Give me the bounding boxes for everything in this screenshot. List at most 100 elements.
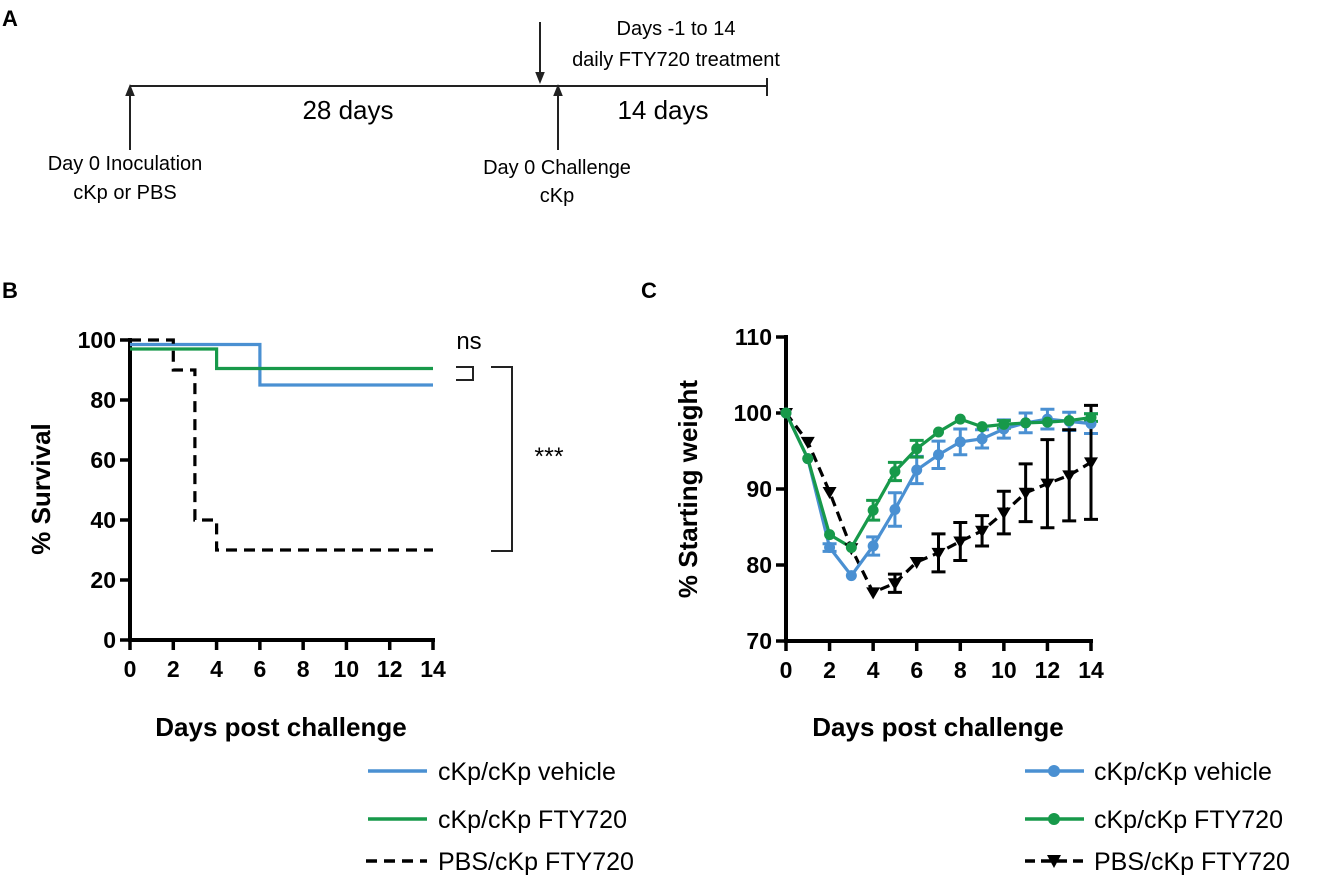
survival-y-tick-label: 100 (78, 327, 116, 353)
interval-28-days: 28 days (302, 95, 393, 125)
survival-y-tick-label: 60 (90, 447, 116, 473)
weight-point-vehicle (976, 433, 988, 445)
weight-point-fty720 (802, 453, 814, 465)
survival-legend: cKp/cKp vehicle cKp/cKp FTY720 PBS/cKp F… (366, 758, 634, 876)
weight-x-tick-label: 10 (991, 657, 1017, 683)
treatment-line-2: daily FTY720 treatment (572, 49, 780, 71)
panel-label-b: B (2, 278, 18, 303)
challenge-line-1: Day 0 Challenge (483, 157, 631, 179)
weight-y-tick-label: 80 (746, 552, 772, 578)
survival-x-tick-label: 0 (124, 656, 137, 682)
weight-legend: cKp/cKp vehicle cKp/cKp FTY720 PBS/cKp F… (1025, 758, 1290, 876)
weight-point-fty720 (1041, 416, 1053, 428)
survival-chart: B 0 20 40 60 80 100 0 2 4 6 8 10 12 14 ns *** Days po… (2, 278, 564, 742)
legend-b-label-fty: cKp/cKp FTY720 (438, 806, 627, 834)
inoculation-line-2: cKp or PBS (73, 182, 176, 204)
panel-label-c: C (641, 278, 657, 303)
panel-label-a: A (2, 6, 18, 31)
legend-c-label-pbs: PBS/cKp FTY720 (1094, 848, 1290, 876)
weight-point-vehicle (845, 570, 857, 582)
survival-y-axis-label: % Survival (26, 423, 56, 555)
weight-series (779, 403, 1098, 600)
weight-point-fty720 (1085, 412, 1097, 424)
legend-c-label-fty: cKp/cKp FTY720 (1094, 806, 1283, 834)
survival-x-tick-label: 10 (334, 656, 360, 682)
legend-c-marker-pbs (1047, 855, 1061, 868)
survival-curve-pbs (130, 338, 433, 552)
weight-point-vehicle (889, 504, 901, 516)
weight-x-tick-label: 2 (823, 657, 836, 683)
weight-point-fty720 (889, 466, 901, 478)
survival-x-tick-label: 4 (210, 656, 223, 682)
weight-point-fty720 (867, 504, 879, 516)
survival-x-tick-label: 6 (253, 656, 266, 682)
weight-x-tick-label: 14 (1078, 657, 1104, 683)
survival-x-axis-label: Days post challenge (155, 712, 406, 742)
weight-point-pbs (953, 536, 968, 549)
survival-y-tick-label: 20 (90, 567, 116, 593)
weight-point-pbs (1084, 457, 1098, 470)
survival-curve-vehicle (130, 342, 433, 387)
survival-curve-fty720 (130, 347, 433, 371)
survival-y-tick-label: 40 (90, 507, 116, 533)
weight-y-tick-label: 90 (746, 476, 772, 502)
weight-point-pbs (866, 587, 881, 600)
weight-x-tick-label: 12 (1035, 657, 1061, 683)
significance-bracket (491, 366, 513, 552)
weight-point-vehicle (954, 436, 966, 448)
weight-y-axis-label: % Starting weight (673, 380, 703, 598)
weight-axes: 70 80 90 100 110 0 2 4 6 8 10 12 14 (734, 324, 1104, 683)
weight-y-tick-label: 110 (735, 324, 772, 350)
weight-point-pbs (996, 507, 1011, 520)
survival-axes: 0 20 40 60 80 100 0 2 4 6 8 10 12 14 (78, 327, 446, 682)
weight-point-fty720 (933, 426, 944, 438)
weight-point-fty720 (1063, 415, 1075, 427)
weight-x-axis-label: Days post challenge (812, 712, 1063, 742)
weight-point-fty720 (976, 421, 988, 433)
timeline-panel: A 28 days 14 days Days -1 to 14 daily FT… (2, 6, 780, 207)
weight-x-tick-label: 4 (867, 657, 880, 683)
weight-point-fty720 (824, 529, 836, 541)
weight-x-tick-label: 0 (780, 657, 793, 683)
weight-chart: C 70 80 90 100 110 0 2 4 6 8 10 12 14 Days post chal… (641, 278, 1104, 742)
weight-x-tick-label: 8 (954, 657, 967, 683)
weight-point-fty720 (1020, 417, 1032, 429)
ns-bracket (456, 366, 474, 381)
weight-point-fty720 (780, 407, 792, 419)
weight-point-pbs (975, 525, 990, 538)
weight-point-fty720 (954, 413, 966, 425)
weight-point-pbs (887, 578, 902, 591)
weight-point-vehicle (933, 449, 944, 461)
weight-point-pbs (1062, 470, 1077, 483)
weight-point-pbs (822, 487, 837, 500)
weight-point-pbs (1018, 487, 1033, 500)
challenge-line-2: cKp (540, 185, 574, 207)
weight-point-pbs (909, 556, 924, 569)
legend-b-label-pbs: PBS/cKp FTY720 (438, 848, 634, 876)
inoculation-line-1: Day 0 Inoculation (48, 153, 203, 175)
survival-x-tick-label: 14 (420, 656, 446, 682)
survival-series (130, 338, 433, 552)
treatment-line-1: Days -1 to 14 (617, 18, 736, 40)
weight-y-tick-label: 70 (746, 628, 772, 654)
weight-x-tick-label: 6 (910, 657, 923, 683)
legend-c-label-vehicle: cKp/cKp vehicle (1094, 758, 1272, 786)
survival-x-tick-label: 12 (377, 656, 403, 682)
weight-point-pbs (800, 436, 815, 449)
weight-y-tick-label: 100 (734, 400, 772, 426)
survival-y-tick-label: 80 (90, 387, 116, 413)
weight-point-vehicle (911, 464, 923, 476)
ns-annotation: ns (456, 328, 481, 355)
legend-c-marker-vehicle (1048, 765, 1060, 777)
legend-c-marker-fty (1048, 813, 1060, 825)
interval-14-days: 14 days (617, 95, 708, 125)
survival-x-tick-label: 8 (297, 656, 310, 682)
weight-point-pbs (931, 547, 946, 560)
survival-x-tick-label: 2 (167, 656, 180, 682)
survival-y-tick-label: 0 (103, 627, 116, 653)
weight-point-vehicle (824, 542, 836, 554)
weight-point-fty720 (911, 443, 923, 455)
weight-point-fty720 (845, 542, 857, 554)
significance-stars: *** (534, 443, 563, 471)
